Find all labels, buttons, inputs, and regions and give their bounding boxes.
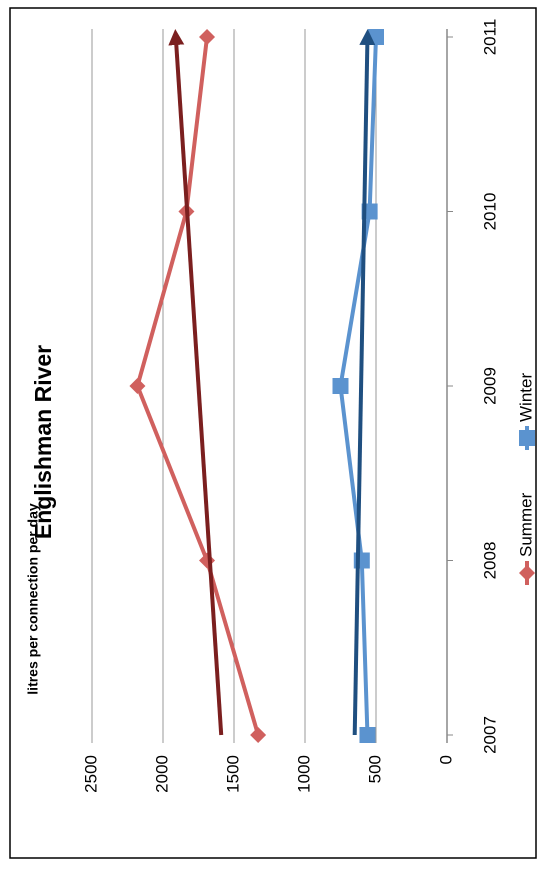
trend-line [168,29,224,736]
data-point [199,552,216,569]
y-tick-label: 1000 [294,755,313,793]
data-point [199,29,216,45]
chart-title: Englishman River [30,345,56,539]
y-tick-label: 2000 [152,755,171,793]
y-tick-label: 0 [436,755,455,764]
y-tick-label: 500 [365,755,384,783]
trend-line [352,29,376,736]
x-tick-label: 2007 [480,716,499,754]
y-axis-label: litres per connection per day [25,503,41,695]
rotated-chart: Englishman River litres per connection p… [25,19,536,793]
legend-marker [519,565,535,581]
x-tick-label: 2008 [480,542,499,580]
data-point [368,29,384,45]
legend-label: Summer [516,492,535,557]
legend-label: Winter [516,373,535,422]
x-tick-label: 2010 [480,193,499,231]
data-point [359,727,376,743]
y-tick-label: 2500 [81,755,100,793]
data-point [129,378,146,394]
y-tick-label: 1500 [223,755,242,793]
data-point [332,378,349,394]
frame [9,7,537,859]
x-tick-label: 2011 [480,19,499,56]
legend-marker [519,430,535,446]
x-tick-label: 2009 [480,367,499,405]
data-point [250,727,267,743]
